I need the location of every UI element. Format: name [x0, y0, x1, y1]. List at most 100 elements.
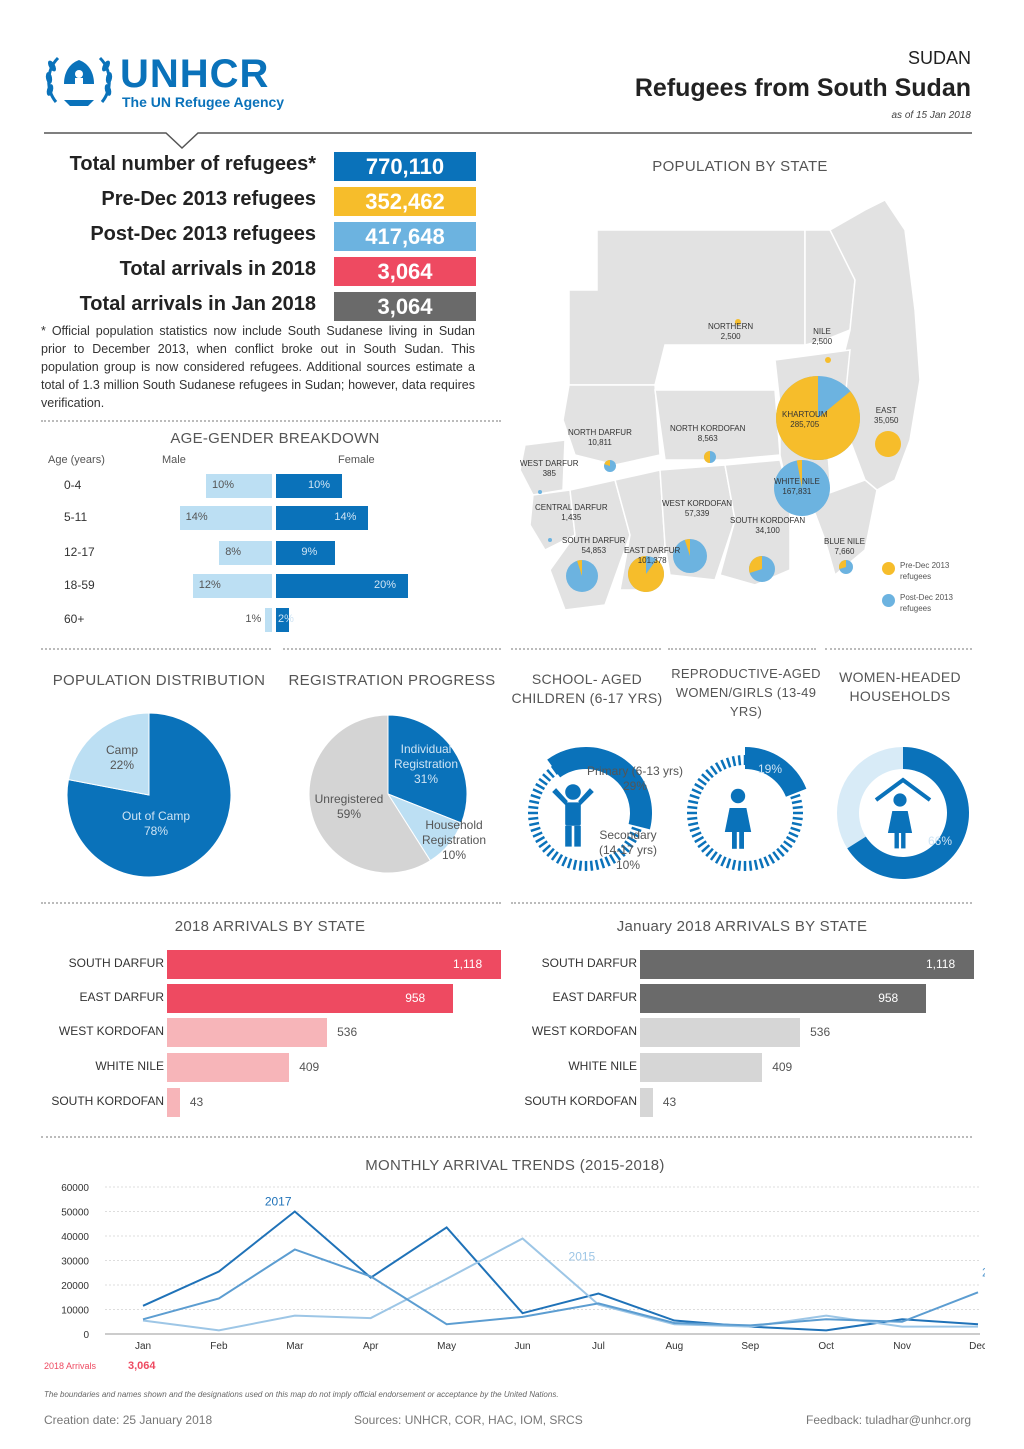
female-bar-label: 2% [278, 613, 294, 625]
ring-tick [561, 856, 568, 867]
unhcr-logo: UNHCR The UN Refugee Agency [44, 50, 294, 112]
ring-tick [785, 835, 796, 844]
x-tick-label: May [437, 1341, 456, 1352]
map-state-name: WEST DARFUR [520, 459, 579, 468]
pie-label-camp-pct: 22% [109, 758, 135, 772]
bar-value-label: 958 [878, 991, 899, 1005]
ring-tick [599, 858, 606, 869]
female-bar-label: 10% [308, 479, 331, 491]
ring-tick [776, 847, 785, 857]
map-state-label: SOUTH DARFUR 54,853 [562, 536, 626, 556]
reproductive-pct: 19% [758, 762, 783, 776]
women-headed-ring [837, 747, 969, 879]
arrival-bar [640, 950, 974, 979]
ring-tick [753, 859, 759, 870]
arrival-bar [640, 1018, 801, 1047]
ring-tick [697, 840, 707, 849]
ring-tick [608, 853, 617, 864]
map-state-label: BLUE NILE 7,660 [824, 537, 865, 557]
header-rule [44, 132, 972, 150]
kf-value-arrivals-2018: 3,064 [334, 257, 476, 286]
ring-tick [731, 756, 737, 767]
ring-tick [546, 847, 555, 857]
ring-tick [709, 851, 718, 861]
map-state-label: WHITE NILE 167,831 [774, 477, 820, 497]
sources: Sources: UNHCR, COR, HAC, IOM, SRCS [354, 1413, 583, 1427]
map-state-value: 385 [542, 469, 556, 478]
ring-tick [578, 860, 583, 871]
map-state-northern [568, 229, 806, 386]
ring-tick [555, 853, 564, 864]
pie-label-out-text: Out of Camp [121, 809, 191, 823]
pop-dist-pie [66, 712, 232, 878]
bar-value-label: 43 [662, 1095, 677, 1109]
secondary-label-text: Secondary (14-17 yrs) [598, 828, 657, 857]
ring-segment [745, 747, 807, 797]
map-state-label: SOUTH KORDOFAN 34,100 [730, 516, 805, 536]
ring-tick [691, 831, 702, 838]
y-tick-label: 10000 [61, 1306, 89, 1317]
kf-value-post: 417,648 [334, 222, 476, 251]
map-state-label: NORTH DARFUR 10,811 [568, 428, 632, 448]
kf-value-arrivals-jan: 3,064 [334, 292, 476, 321]
feedback: Feedback: tuladhar@unhcr.org [806, 1413, 971, 1427]
school-title: SCHOOL- AGED CHILDREN (6-17 YRS) [511, 671, 663, 706]
map-state-value: 35,050 [874, 416, 899, 425]
female-bar [276, 574, 408, 598]
reg-label-individual: Individual Registration 31% [388, 742, 464, 787]
primary-label: Primary (6-13 yrs) 29% [580, 764, 690, 794]
arrival-bar [167, 1088, 180, 1117]
map-state-value: 2,500 [720, 332, 741, 341]
map-state-name: CENTRAL DARFUR [535, 503, 608, 512]
series-label: 2016 [982, 1265, 985, 1279]
org-name: UNHCR [120, 52, 270, 96]
ring-tick [535, 835, 546, 844]
arrival-bar [640, 984, 927, 1013]
registration-title: REGISTRATION PROGRESS [288, 672, 496, 689]
bar-value-label: 409 [772, 1060, 793, 1074]
map-state-label: NORTH KORDOFAN 8,563 [670, 424, 745, 444]
reg-label-household: Household Registration 10% [414, 818, 494, 863]
pie-label-out-of-camp: Out of Camp 78% [106, 809, 206, 839]
ring-tick [528, 805, 539, 810]
ring-tick [791, 821, 802, 827]
ring-tick [709, 765, 718, 775]
ring-tick [613, 851, 622, 861]
age-row-label: 5-11 [64, 510, 88, 524]
ring-tick [705, 847, 714, 857]
kf-value-pre: 352,462 [334, 187, 476, 216]
ring-tick [689, 826, 700, 833]
ring-tick [535, 782, 546, 791]
map-state-value: 285,705 [790, 420, 820, 429]
map-state-value: 167,831 [782, 487, 812, 496]
ring-tick [705, 769, 714, 779]
footnote: * Official population statistics now inc… [41, 324, 475, 410]
map-state-value: 1,435 [561, 513, 582, 522]
male-bar [192, 574, 272, 598]
laurel-icon [45, 56, 113, 106]
ring-tick [594, 859, 600, 870]
ring-tick [538, 777, 548, 786]
ring-tick [532, 831, 543, 838]
bar-value-label: 536 [337, 1025, 358, 1039]
kf-label-total: Total number of refugees* [69, 153, 316, 175]
registration-pie [308, 714, 468, 874]
ring-tick [792, 816, 803, 821]
reg-label-household-pct: 10% [441, 848, 467, 862]
map-state-name: SOUTH DARFUR [562, 536, 626, 545]
map-state-blue-nile [809, 479, 878, 577]
male-bar-label: 10% [212, 479, 235, 491]
pop-dist-title: POPULATION DISTRIBUTION [52, 672, 266, 689]
bar-state-label: WEST KORDOFAN [531, 1024, 637, 1038]
bar-state-label: SOUTH DARFUR [541, 956, 637, 970]
ring-segment [586, 747, 652, 830]
map-state-name: NORTH DARFUR [568, 428, 632, 437]
ring-tick [550, 851, 559, 861]
map-state-name: KHARTOUM [782, 410, 828, 419]
series-label: 2017 [265, 1195, 292, 1209]
ring-tick [767, 853, 776, 864]
female-bar [276, 608, 290, 632]
male-bar-label: 8% [225, 546, 242, 558]
ring-tick [530, 793, 541, 800]
map-state-name: NILE [813, 327, 831, 336]
